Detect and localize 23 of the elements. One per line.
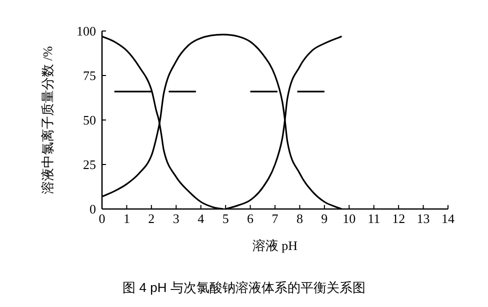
y-tick-label: 50 [83, 112, 96, 128]
x-tick-label: 2 [148, 211, 155, 226]
y-tick-label: 100 [76, 24, 96, 38]
y-tick-label: 75 [83, 68, 96, 83]
x-tick-label: 6 [247, 211, 254, 226]
x-tick-label: 1 [123, 211, 130, 226]
x-tick-label: 10 [342, 211, 356, 226]
x-tick-label: 8 [296, 211, 303, 226]
y-tick-label: 25 [83, 157, 96, 172]
x-tick-label: 12 [392, 211, 406, 226]
x-tick-label: 5 [222, 211, 229, 226]
x-axis-title: 溶液 pH [252, 238, 298, 253]
y-tick-label: 0 [90, 202, 96, 216]
x-tick-label: 7 [272, 211, 279, 226]
x-tick-label: 3 [172, 211, 180, 226]
x-tick-label: 4 [198, 211, 205, 226]
x-tick-label: 14 [442, 211, 455, 226]
x-tick-label: 13 [416, 211, 430, 226]
x-tick-label: 0 [98, 211, 106, 226]
x-tick-label: 9 [321, 211, 328, 226]
caption: 图 4 pH 与次氯酸钠溶液体系的平衡关系图 [122, 280, 366, 295]
x-tick-label: 11 [368, 211, 380, 226]
y-axis-title: 溶液中氯离子质量分数 /% [40, 46, 55, 194]
